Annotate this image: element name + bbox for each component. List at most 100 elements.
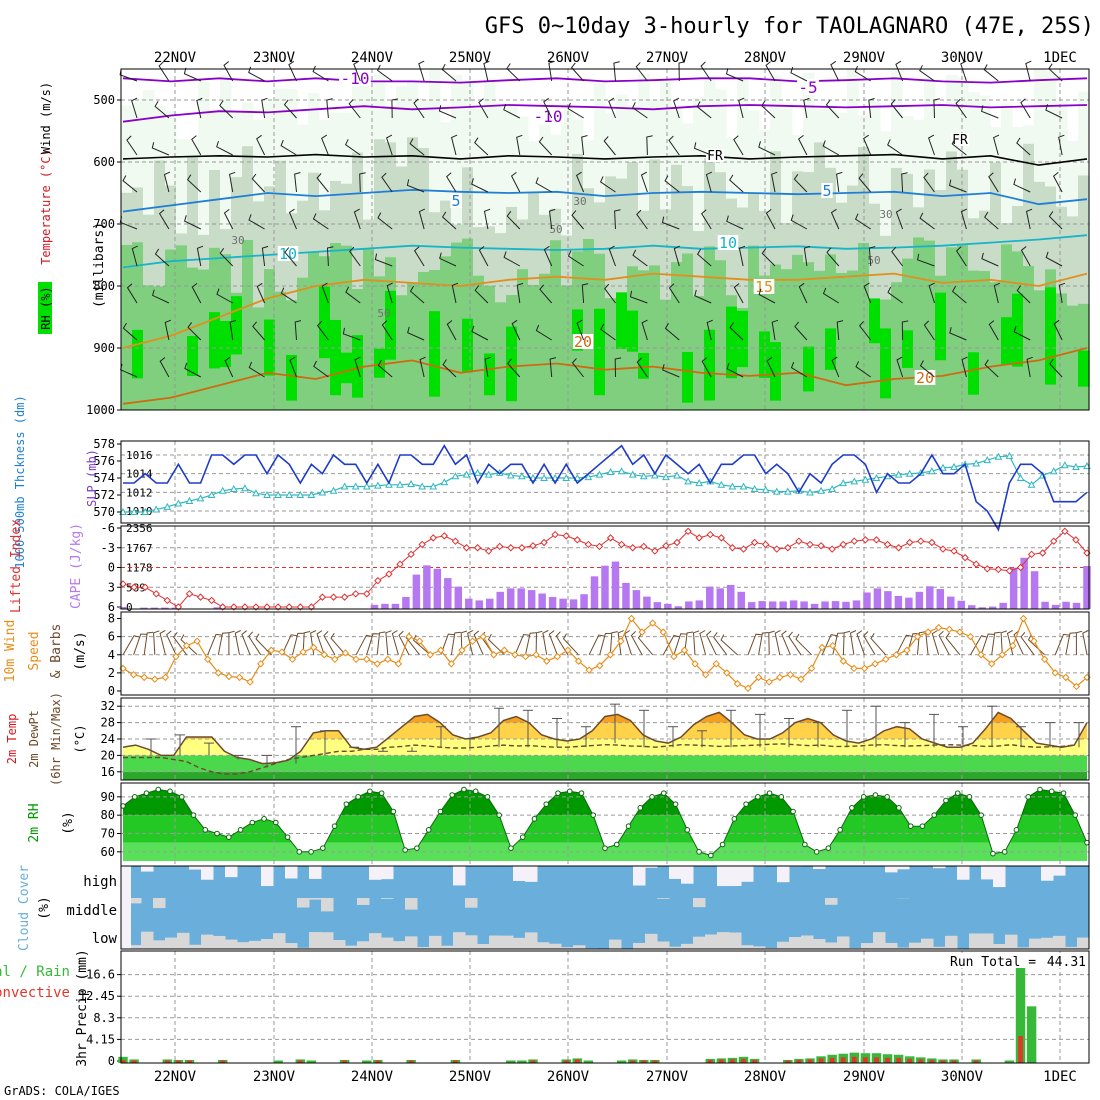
- rh-line-point: [367, 788, 373, 795]
- lifted-index-line-point: [496, 542, 504, 551]
- thickness-line-point: [584, 473, 593, 481]
- lifted-index-line-point: [351, 590, 360, 598]
- wind-speed-line-point: [320, 651, 328, 659]
- axis-label: CAPE (J/kg): [69, 523, 84, 609]
- rh-line-point: [461, 786, 467, 793]
- rh-fill-cell: [968, 352, 980, 395]
- rh-fill-cell: [209, 312, 221, 369]
- cape-bar: [747, 602, 756, 609]
- surface-wind-barb: [555, 631, 569, 656]
- surface-wind-barb: [467, 629, 474, 655]
- precip-convective-bar: [918, 1059, 924, 1063]
- wind-barb: [216, 288, 233, 304]
- lifted-index-line-point: [817, 542, 825, 550]
- wind-speed-line-point: [405, 632, 413, 641]
- thickness-line-point: [429, 482, 438, 490]
- y-tick-label: -6: [101, 521, 115, 535]
- rh-fill-cell: [407, 137, 419, 410]
- wind-barb: [600, 323, 616, 341]
- wind-speed-line-point: [129, 670, 138, 679]
- temp-band: [121, 698, 1089, 706]
- thickness-line-point: [340, 482, 349, 490]
- cape-bar: [810, 603, 819, 609]
- wind-speed-line-point: [214, 669, 223, 677]
- cloud-high-gap: [309, 866, 322, 879]
- wind-barb: [668, 283, 680, 304]
- wind-barb: [191, 135, 202, 156]
- lifted-index-line-point: [761, 540, 770, 549]
- precip-convective-bar: [818, 1058, 824, 1063]
- rh-fill-cell: [484, 353, 496, 396]
- y-tick-label: 0: [108, 561, 115, 575]
- wind-barb: [793, 174, 808, 193]
- cape-bar: [1041, 601, 1049, 609]
- cloud-mid-gap: [309, 898, 322, 900]
- wind-barb: [863, 134, 872, 156]
- cape-bar: [706, 586, 714, 609]
- wind-barb: [474, 137, 489, 156]
- surface-wind-barb: [1082, 630, 1089, 655]
- lifted-index-line-point: [141, 583, 149, 591]
- rh-line-point: [1060, 790, 1067, 796]
- rh-line-point: [519, 834, 526, 840]
- rh-fill-cell: [572, 309, 584, 351]
- wind-barb: [613, 61, 620, 82]
- wind-speed-line-point: [1040, 655, 1049, 664]
- rh-fill-cell: [473, 275, 485, 410]
- axis-label: 2m DewPt: [27, 710, 41, 768]
- cloud-low-gap: [453, 932, 466, 949]
- cloud-mid-gap: [321, 898, 334, 912]
- surface-wind-barb: [385, 630, 392, 655]
- cloud-low-gap: [357, 941, 370, 949]
- cloud-cover-panel: high middle low Cloud Cover (%): [17, 865, 1090, 951]
- rh-fill-cell: [627, 310, 639, 352]
- cloud-low-gap: [441, 945, 454, 949]
- surface-wind-barb: [159, 629, 166, 655]
- rh-fill-cell: [341, 245, 353, 410]
- cloud-low-gap: [741, 945, 754, 949]
- precip-convective-bar: [630, 1060, 636, 1063]
- rh-fill-cell: [165, 249, 177, 410]
- y-tick-label: 576: [93, 454, 115, 468]
- surface-wind-barb: [856, 630, 865, 655]
- wind-speed-line-point: [341, 649, 350, 657]
- thickness-line-point: [462, 470, 471, 478]
- rh-line-point: [296, 849, 303, 855]
- rh-line-point: [766, 790, 773, 796]
- cape-bar: [517, 588, 525, 609]
- cloud-low-gap: [381, 937, 394, 949]
- cape-bar: [527, 590, 536, 609]
- cloud-low-gap: [225, 939, 238, 949]
- wind-speed-line-point: [574, 657, 583, 665]
- rh-fill-cell: [308, 252, 320, 410]
- rh-line-point: [131, 794, 138, 800]
- precip-convective-bar: [863, 1057, 868, 1063]
- slp-line: [123, 444, 1088, 532]
- wind-barb: [955, 246, 967, 267]
- wind-speed-line-point: [638, 628, 646, 636]
- cape-bar: [171, 607, 180, 609]
- wind-barb: [927, 134, 935, 156]
- rh-fill-cell: [594, 308, 606, 396]
- wind-barb: [761, 248, 776, 267]
- thickness-line-point: [861, 475, 870, 483]
- wind-speed-line-point: [913, 632, 922, 641]
- wind-speed-line-point: [966, 632, 975, 641]
- wind-barb: [219, 100, 234, 119]
- rh-line-point: [249, 819, 256, 826]
- cape-bar: [999, 602, 1007, 609]
- temp-band: [123, 722, 1087, 739]
- cloud-low-gap: [609, 939, 622, 949]
- surface-wind-barb: [747, 633, 762, 655]
- lifted-index-line-point: [385, 570, 393, 578]
- wind-barb: [191, 283, 202, 304]
- rh-fill-cell: [968, 270, 980, 410]
- y-tick-label: 8.3: [93, 1011, 115, 1025]
- wind-barb: [951, 285, 967, 304]
- wind-barb: [252, 321, 265, 341]
- cape-bar: [831, 601, 840, 609]
- wind-speed-line-point: [754, 673, 763, 682]
- surface-wind-barb: [316, 630, 325, 655]
- wind-barb: [316, 173, 329, 193]
- wind-barb: [1013, 178, 1031, 193]
